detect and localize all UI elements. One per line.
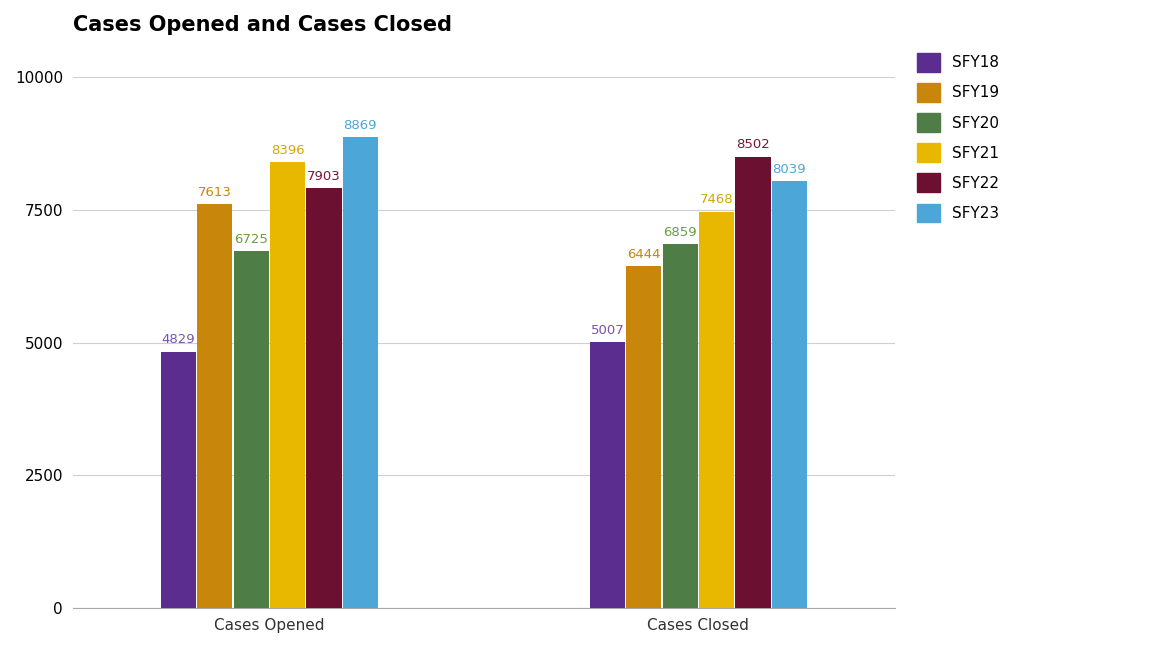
Bar	[233, 251, 268, 608]
Bar	[589, 342, 626, 608]
Bar	[197, 204, 232, 608]
Text: 7468: 7468	[700, 193, 733, 206]
Text: 4829: 4829	[161, 334, 195, 347]
Bar	[699, 211, 734, 608]
Text: 8502: 8502	[736, 138, 770, 151]
Bar	[270, 162, 306, 608]
Text: 6725: 6725	[235, 233, 268, 246]
Text: Cases Opened and Cases Closed: Cases Opened and Cases Closed	[72, 15, 452, 35]
Text: 8039: 8039	[773, 163, 806, 176]
Text: 8869: 8869	[343, 119, 377, 132]
Text: 6859: 6859	[663, 226, 697, 238]
Bar	[627, 266, 662, 608]
Bar	[343, 137, 378, 608]
Bar	[161, 352, 196, 608]
Text: 7613: 7613	[198, 185, 232, 198]
Bar	[735, 157, 770, 608]
Bar	[663, 244, 698, 608]
Text: 6444: 6444	[627, 248, 661, 260]
Bar	[306, 189, 342, 608]
Legend: SFY18, SFY19, SFY20, SFY21, SFY22, SFY23: SFY18, SFY19, SFY20, SFY21, SFY22, SFY23	[910, 47, 1005, 228]
Text: 5007: 5007	[591, 324, 624, 337]
Text: 8396: 8396	[271, 144, 305, 157]
Text: 7903: 7903	[307, 170, 341, 183]
Bar	[771, 181, 808, 608]
